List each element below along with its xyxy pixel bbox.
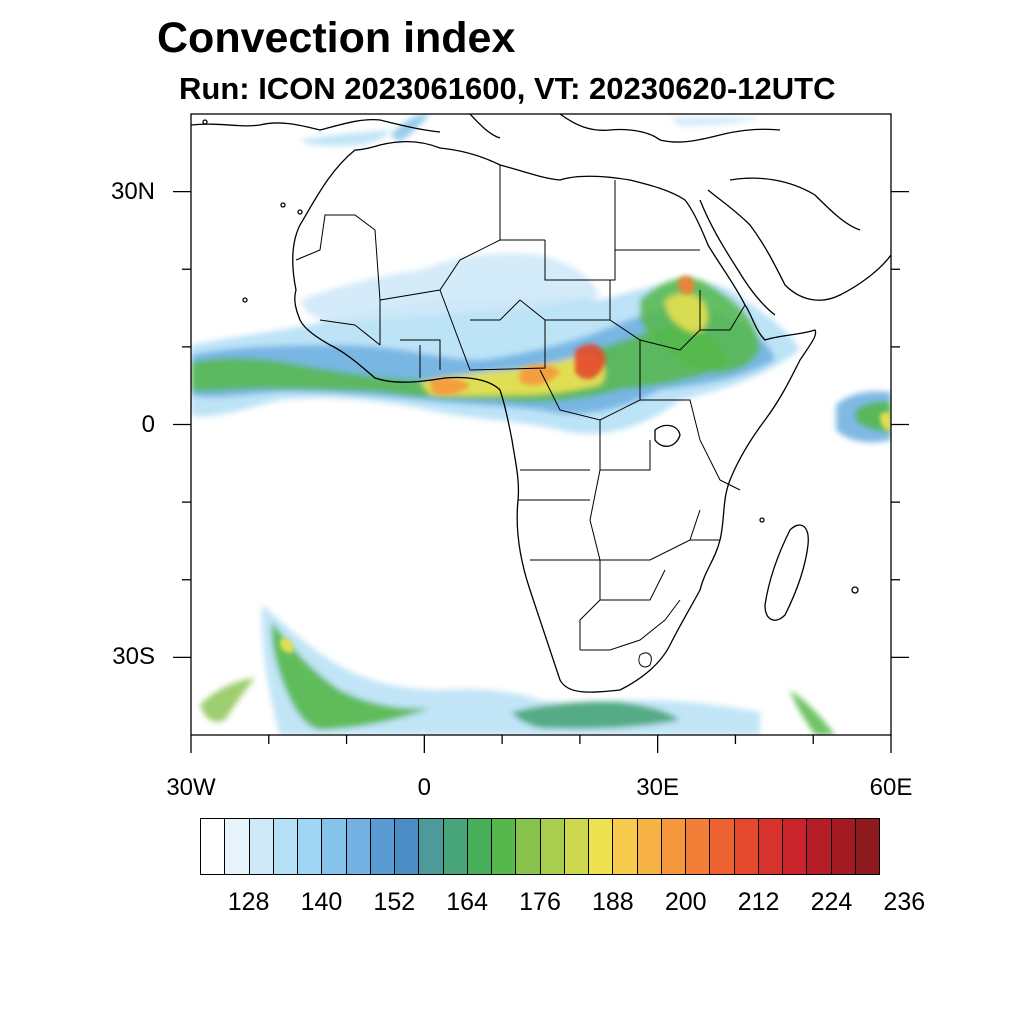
colorbar-swatch [443,819,468,874]
colorbar-swatch [370,819,395,874]
colorbar-label: 128 [227,888,270,916]
colorbar-label: 188 [591,888,634,916]
africa-coastline [292,140,817,693]
colorbar-label: 212 [737,888,780,916]
x-tick-label: 30E [636,774,680,801]
island-speck [242,297,248,303]
colorbar-label: 152 [373,888,416,916]
colorbar-swatch [758,819,783,874]
island-speck [851,586,859,594]
colorbar-swatch [492,819,517,874]
lake-victoria [654,424,681,447]
colorbar-swatch [298,819,323,874]
island-speck [759,517,765,523]
hot-core-ethiopia [678,275,695,295]
colorbar-swatch [273,819,298,874]
colorbar-swatch [783,819,808,874]
colorbar-label: 236 [883,888,926,916]
colorbar-swatch [467,819,492,874]
colorbar-label: 200 [664,888,707,916]
sahel-light [300,253,600,322]
colorbar-swatch [831,819,856,874]
y-tick-label: 30S [112,643,155,671]
colorbar-swatch [613,819,638,874]
island-speck [202,119,208,125]
country-borders [295,165,746,668]
colorbar-swatch [807,819,832,874]
hot-core-indian [880,411,891,431]
colorbar-swatch [637,819,662,874]
colorbar-swatch [201,819,226,874]
colorbar-swatch [419,819,444,874]
chart-subtitle: Run: ICON 2023061600, VT: 20230620-12UTC [179,71,836,106]
colorbar-swatch [395,819,420,874]
hot-core-east [575,344,606,380]
south-front-outer [261,605,760,735]
colorbar-label: 224 [810,888,853,916]
colorbar-swatch [710,819,735,874]
colorbar-label: 140 [300,888,343,916]
colorbar-swatch [346,819,371,874]
coastlines [191,114,891,693]
colorbar-label: 164 [446,888,488,916]
island-speck [297,209,303,215]
arabia-coastline [707,177,891,301]
ethiopia-core [665,293,708,333]
colorbar-swatch [249,819,274,874]
hot-core-central [520,364,560,385]
europe-coastline [191,114,781,143]
hot-core-west [430,377,470,396]
colorbar-swatch [589,819,614,874]
colorbar-swatch [516,819,541,874]
madagascar [764,524,809,621]
colorbar-swatch [225,819,250,874]
x-tick-label: 30W [166,774,216,801]
colorbar-label: 176 [519,888,561,916]
island-speck [280,202,286,208]
north-streak-1 [300,130,390,146]
sw-arc [200,678,255,722]
red-sea-coast [699,199,776,316]
y-tick-label: 30N [110,177,155,205]
map-plot [173,113,909,753]
se-streak [790,690,835,735]
colorbar-swatch [734,819,759,874]
colorbar-swatch [540,819,565,874]
colorbar-swatch [686,819,711,874]
x-tick-label: 60E [869,774,913,801]
colorbar [200,818,880,875]
north-streak-3 [670,116,760,126]
south-front-green-2 [512,701,680,729]
north-streak-2 [390,114,430,142]
hot-core-south [280,638,294,653]
chart-title: Convection index [157,14,516,62]
colorbar-swatch [564,819,589,874]
axis-ticks [173,190,909,753]
colorbar-swatch [855,819,879,874]
south-front-green [271,622,430,730]
colorbar-swatch [322,819,347,874]
convection-field [191,114,891,735]
y-tick-label: 0 [141,410,155,438]
x-tick-label: 0 [417,774,432,801]
colorbar-swatch [661,819,686,874]
